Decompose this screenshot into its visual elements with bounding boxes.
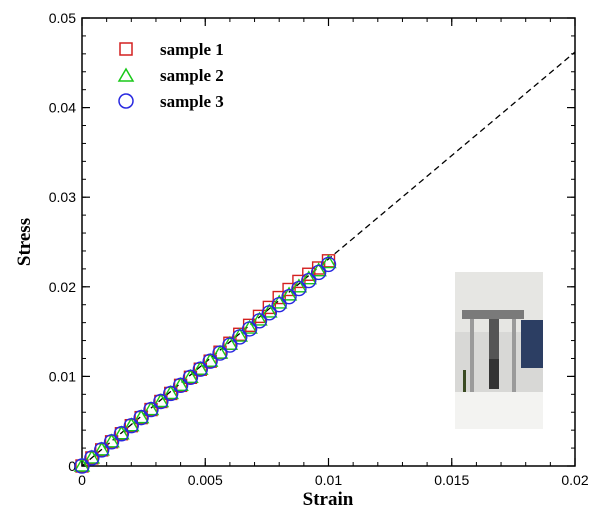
data-point-series-2 xyxy=(290,278,308,293)
fit-line xyxy=(81,51,576,467)
inset-photo-crosshead xyxy=(462,310,524,319)
data-point-series-3 xyxy=(301,272,317,289)
axis-tick-labels: 0 0.005 0.01 0.015 0.02 0 0.01 0.02 0.03 0.04 0.05 xyxy=(49,10,589,488)
data-point-series-3 xyxy=(143,401,159,418)
legend-label-sample-1: sample 1 xyxy=(160,40,224,59)
data-markers xyxy=(73,254,337,474)
data-point-series-3 xyxy=(261,305,278,321)
data-point-series-2 xyxy=(251,311,268,326)
data-point-series-1 xyxy=(272,290,286,305)
data-point-series-2 xyxy=(182,368,199,383)
y-tick-label: 0.02 xyxy=(49,279,76,295)
data-point-series-3 xyxy=(74,458,90,474)
data-point-series-2 xyxy=(73,457,91,472)
data-point-series-2 xyxy=(113,425,130,440)
y-tick-label: 0.04 xyxy=(49,100,76,116)
data-point-series-3 xyxy=(153,393,169,410)
data-point-series-3 xyxy=(123,417,140,434)
y-axis-title: Stress xyxy=(14,218,35,266)
legend-marker-circle-icon xyxy=(118,93,134,109)
data-point-series-2 xyxy=(201,352,219,367)
data-point-series-2 xyxy=(300,270,317,285)
data-point-series-3 xyxy=(103,434,120,450)
data-point-series-2 xyxy=(152,393,170,408)
data-point-series-2 xyxy=(132,409,150,424)
data-point-series-3 xyxy=(172,377,189,394)
legend: sample 1 sample 2 sample 3 xyxy=(117,40,224,111)
legend-marker-square-icon xyxy=(119,42,133,56)
data-point-series-2 xyxy=(320,254,337,269)
y-tick-label: 0.01 xyxy=(49,368,76,384)
data-point-series-3 xyxy=(94,442,110,458)
data-point-series-2 xyxy=(103,433,120,448)
data-point-series-2 xyxy=(231,327,248,342)
data-point-series-3 xyxy=(113,426,130,442)
data-point-series-3 xyxy=(202,353,218,369)
data-point-series-3 xyxy=(320,256,337,273)
x-tick-label: 0.01 xyxy=(315,472,342,488)
data-point-series-2 xyxy=(261,303,278,318)
x-tick-label: 0.02 xyxy=(561,472,588,488)
data-point-series-3 xyxy=(84,450,100,466)
data-point-series-2 xyxy=(211,344,229,359)
data-point-series-1 xyxy=(282,282,296,297)
data-point-series-3 xyxy=(192,361,209,377)
data-point-series-3 xyxy=(241,321,258,337)
data-point-series-2 xyxy=(83,449,101,464)
data-point-series-3 xyxy=(232,329,248,345)
data-point-series-1 xyxy=(292,274,306,289)
legend-label-sample-2: sample 2 xyxy=(160,66,224,85)
data-point-series-3 xyxy=(182,369,199,385)
data-point-series-3 xyxy=(251,313,268,329)
legend-label-sample-3: sample 3 xyxy=(160,92,224,111)
data-point-series-2 xyxy=(93,441,110,456)
data-point-series-2 xyxy=(162,385,179,400)
data-point-series-3 xyxy=(163,385,179,402)
inset-photo xyxy=(455,272,543,429)
data-point-series-3 xyxy=(271,297,287,313)
data-point-series-3 xyxy=(212,345,228,361)
x-axis-title: Strain xyxy=(303,489,354,510)
inset-photo-monitor xyxy=(521,320,543,368)
x-tick-label: 0.005 xyxy=(188,472,223,488)
inset-photo-base xyxy=(455,392,543,429)
data-point-series-3 xyxy=(310,264,327,281)
inset-photo-upper-grip xyxy=(489,319,499,359)
legend-marker-triangle-icon xyxy=(117,67,135,82)
data-point-series-2 xyxy=(310,262,327,277)
x-tick-label: 0 xyxy=(78,472,86,488)
y-tick-label: 0 xyxy=(68,458,76,474)
inset-photo-column-right xyxy=(512,319,516,394)
data-point-series-2 xyxy=(142,401,160,416)
data-point-series-3 xyxy=(281,288,297,305)
inset-photo-lower-grip xyxy=(489,359,499,389)
data-point-series-3 xyxy=(291,280,307,297)
data-point-series-3 xyxy=(222,337,238,353)
y-tick-label: 0.03 xyxy=(49,189,76,205)
y-tick-label: 0.05 xyxy=(49,10,76,26)
inset-photo-cable xyxy=(463,370,466,394)
data-point-series-2 xyxy=(241,319,258,334)
data-point-series-2 xyxy=(270,294,288,309)
inset-photo-column-left xyxy=(470,319,474,394)
data-point-series-2 xyxy=(123,417,140,432)
data-point-series-2 xyxy=(192,360,209,375)
data-point-series-2 xyxy=(221,335,239,350)
x-tick-label: 0.015 xyxy=(434,472,469,488)
axis-ticks xyxy=(81,17,576,467)
data-point-series-3 xyxy=(133,409,149,426)
data-point-series-2 xyxy=(172,376,189,392)
data-point-series-2 xyxy=(280,286,298,301)
